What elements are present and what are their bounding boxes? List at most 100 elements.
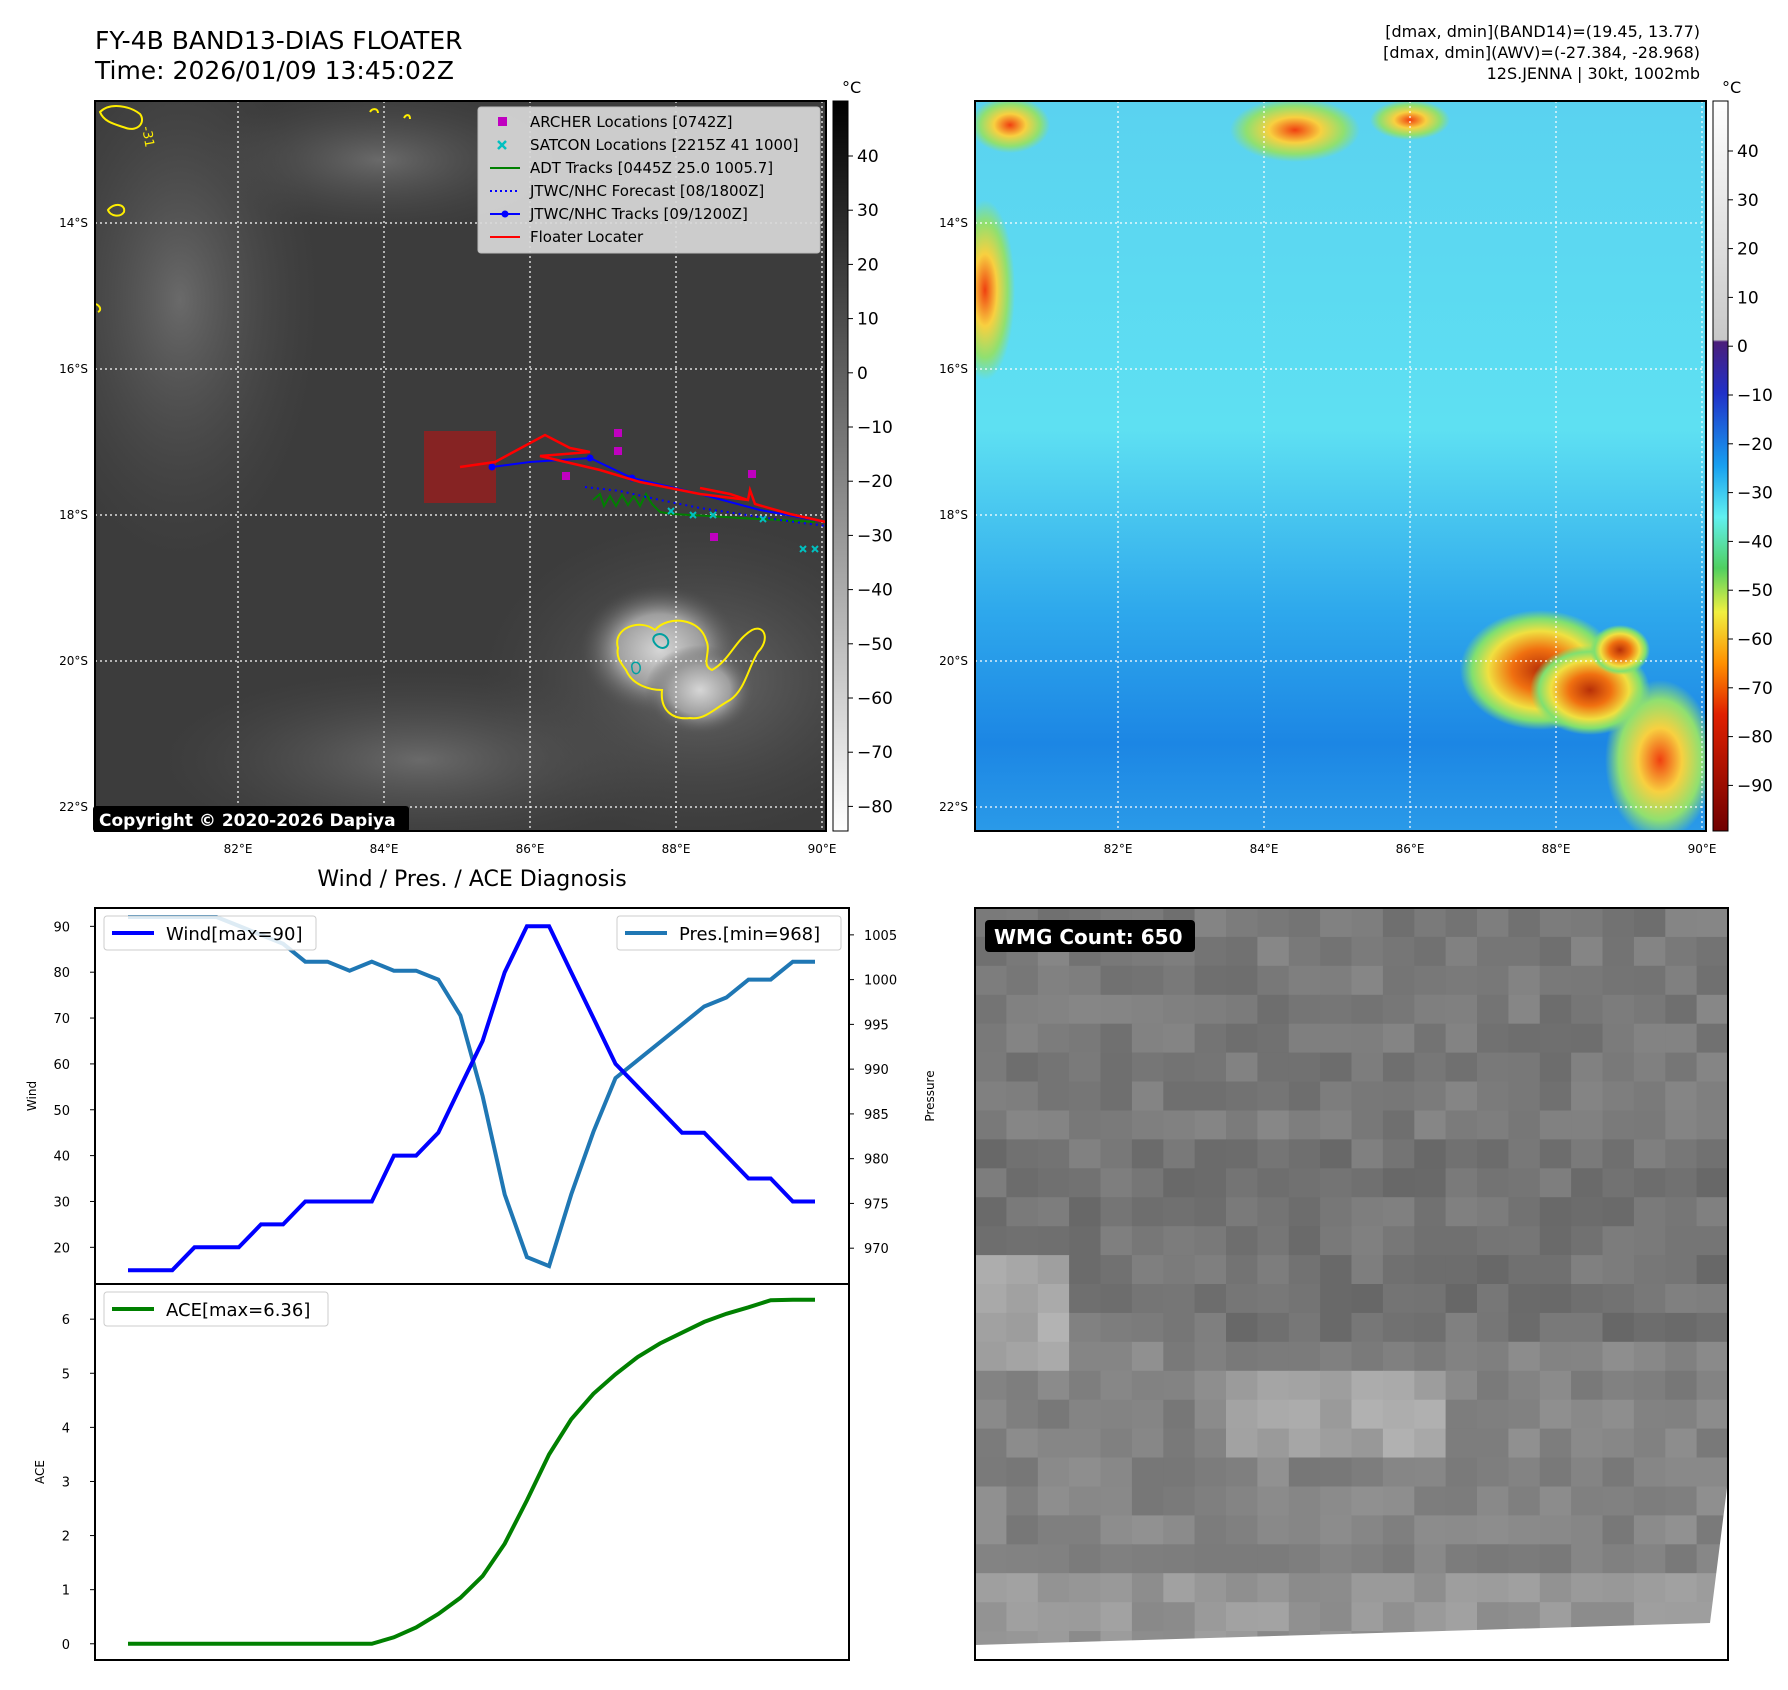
awv-colorbar-tick: −80: [1737, 728, 1773, 748]
pressure-tick: 990: [864, 1063, 889, 1078]
ir-lon-tick: 90°E: [808, 842, 837, 856]
ace-tick: 4: [62, 1421, 70, 1436]
awv-colorbar-tick: −70: [1737, 679, 1773, 699]
ir-colorbar-tick: 20: [857, 255, 879, 275]
contour-cyan-2: [631, 661, 641, 675]
ir-lat-tick: 20°S: [59, 654, 88, 668]
awv-colorbar-tick: −60: [1737, 630, 1773, 650]
ir-colorbar-tick: −30: [857, 526, 893, 546]
wind-tick: 20: [53, 1241, 70, 1256]
awv-colorbar-tick: 30: [1737, 191, 1759, 211]
ace-tick: 6: [62, 1313, 70, 1328]
wind-axis-label: Wind: [25, 1081, 39, 1111]
archer-markers: [562, 429, 756, 541]
wind-tick: 50: [53, 1104, 70, 1119]
ace-tick: 0: [62, 1638, 70, 1653]
ace-axis-label: ACE: [33, 1460, 47, 1484]
wind-tick: 90: [53, 920, 70, 935]
ace-legend: ACE[max=6.36]: [103, 1291, 329, 1327]
ace-tick: 3: [62, 1475, 70, 1490]
ir-colorbar: [832, 100, 849, 832]
ir-map-frame: [94, 100, 827, 832]
ir-map-panel: -31 82°E 84°E 86°E 88°E 90°E 14°S 16°S 18°S: [59, 78, 893, 856]
ir-lat-tick: 14°S: [59, 216, 88, 230]
copyright-text: Copyright © 2020-2026 Dapiya: [99, 811, 396, 831]
legend-satcon-icon: [497, 140, 507, 150]
pressure-tick: 1005: [864, 929, 897, 944]
meta-band14: [dmax, dmin](BAND14)=(19.45, 13.77): [1385, 22, 1700, 41]
ir-colorbar-tick: −20: [857, 472, 893, 492]
pressure-legend-label: Pres.[min=968]: [679, 924, 820, 945]
awv-colorbar-tick: 0: [1737, 337, 1748, 357]
ir-colorbar-tick: 30: [857, 201, 879, 221]
wmg-panel: WMG Count: 650: [974, 907, 1729, 1661]
wind-axis: 20 30 40 50 60 70 80 90: [53, 920, 95, 1256]
wind-tick: 60: [53, 1058, 70, 1073]
awv-colorbar-tick: −30: [1737, 484, 1773, 504]
ir-lon-tick: 88°E: [662, 842, 691, 856]
legend-label: SATCON Locations [2215Z 41 1000]: [530, 136, 798, 154]
pressure-tick: 980: [864, 1153, 889, 1168]
pressure-tick: 975: [864, 1197, 889, 1212]
ace-series-line: [128, 1297, 815, 1646]
awv-colorbar: [1712, 100, 1729, 832]
ir-colorbar-tick: 10: [857, 310, 879, 330]
ir-colorbar-tick: 0: [857, 364, 868, 384]
meta-storm: 12S.JENNA | 30kt, 1002mb: [1486, 64, 1700, 83]
awv-grid: [975, 101, 1706, 831]
awv-colorbar-tick: −40: [1737, 532, 1773, 552]
ir-colorbar-tick: −70: [857, 743, 893, 763]
ace-tick: 1: [62, 1584, 70, 1599]
diagnosis-panel: Wind / Pres. / ACE Diagnosis 20304050607…: [25, 867, 937, 1661]
ace-axis: 0 1 2 3 4 5 6: [62, 1313, 95, 1653]
awv-colorbar-tick: 20: [1737, 240, 1759, 260]
wmg-frame: [974, 907, 1729, 1661]
ir-lon-tick: 82°E: [224, 842, 253, 856]
ace-axes: [94, 1283, 850, 1661]
meta-awv: [dmax, dmin](AWV)=(-27.384, -28.968): [1383, 43, 1700, 62]
awv-lat-tick: 14°S: [939, 216, 968, 230]
ir-legend: ARCHER Locations [0742Z] SATCON Locations…: [477, 106, 821, 254]
awv-map-panel: 82°E 84°E 86°E 88°E 90°E 14°S 16°S 18°S 20°S 22°S…: [939, 78, 1773, 856]
pressure-axis: 970 975 980 985 990 995 1000 1005: [849, 929, 897, 1257]
awv-map-frame: [974, 100, 1707, 832]
ir-colorbar-tick: −10: [857, 418, 893, 438]
wind-tick: 70: [53, 1012, 70, 1027]
awv-lat-tick: 16°S: [939, 362, 968, 376]
copyright-box: [93, 806, 409, 832]
wind-legend-label: Wind[max=90]: [166, 924, 303, 945]
awv-lon-tick: 84°E: [1250, 842, 1279, 856]
ir-colorbar-ticks: 40 30 20 10 0 −10 −20 −30 −40 −50 −60 −70 −80: [848, 147, 893, 817]
awv-lat-tick: 20°S: [939, 654, 968, 668]
floater-track: [459, 433, 826, 524]
ir-grid: [95, 101, 826, 831]
legend-label: ARCHER Locations [0742Z]: [530, 113, 733, 131]
pressure-legend: Pres.[min=968]: [616, 915, 842, 951]
awv-colorbar-tick: −90: [1737, 776, 1773, 796]
legend-label: JTWC/NHC Forecast [08/1800Z]: [529, 182, 764, 200]
awv-colorbar-tick: −10: [1737, 386, 1773, 406]
pressure-axis-label: Pressure: [923, 1070, 937, 1121]
contour-label: -31: [138, 125, 156, 149]
awv-lon-tick: 88°E: [1542, 842, 1571, 856]
wind-tick: 80: [53, 966, 70, 981]
awv-lon-tick: 90°E: [1688, 842, 1717, 856]
satcon-markers: [667, 507, 819, 553]
awv-colorbar-tick: 10: [1737, 288, 1759, 308]
awv-colorbar-unit: °C: [1722, 78, 1741, 97]
ir-colorbar-unit: °C: [842, 78, 861, 97]
ir-cloud-field: [95, 101, 826, 831]
wind-legend: Wind[max=90]: [103, 915, 317, 951]
pressure-tick: 995: [864, 1018, 889, 1033]
awv-lat-tick: 22°S: [939, 800, 968, 814]
ir-lat-tick: 22°S: [59, 800, 88, 814]
wind-pressure-axes: [94, 907, 850, 1285]
pressure-tick: 985: [864, 1108, 889, 1123]
contour-cyan: [652, 633, 670, 649]
ir-colorbar-tick: −60: [857, 689, 893, 709]
ir-axis-ticks: 82°E 84°E 86°E 88°E 90°E 14°S 16°S 18°S 20°S 22°S: [59, 216, 836, 856]
ir-colorbar-tick: 40: [857, 147, 879, 167]
awv-lat-tick: 18°S: [939, 508, 968, 522]
awv-colorbar-tick: 40: [1737, 142, 1759, 162]
